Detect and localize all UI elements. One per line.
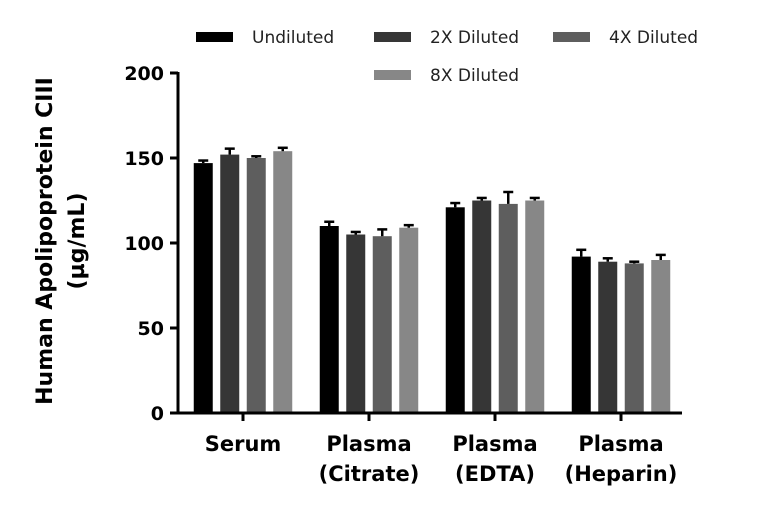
bar <box>624 263 644 413</box>
y-tick-label: 0 <box>151 403 164 425</box>
bar <box>651 260 671 413</box>
legend-swatch <box>196 32 233 42</box>
bars <box>193 146 671 413</box>
legend-swatch <box>374 70 411 80</box>
bar <box>498 203 518 413</box>
y-tick-label: 50 <box>138 318 164 340</box>
bar <box>193 163 213 413</box>
legend-item: 4X Diluted <box>553 28 698 48</box>
bar <box>319 226 339 413</box>
legend-item: 2X Diluted <box>374 28 519 48</box>
bar <box>571 256 591 413</box>
x-tick-label: Plasma (EDTA) <box>452 432 537 486</box>
x-tick-label: Serum <box>205 432 282 456</box>
legend-label: Undiluted <box>252 28 334 48</box>
axes: 0 50 100 150 200 Serum Plasma (Citrate) Plasma (E… <box>124 63 682 486</box>
bar <box>220 154 240 413</box>
bar <box>525 200 545 413</box>
y-axis-label: Human Apolipoprotein CIII (µg/mL) <box>33 77 90 405</box>
bar <box>372 236 392 413</box>
legend-item: Undiluted <box>196 28 334 48</box>
y-tick-label: 100 <box>124 233 164 255</box>
bar <box>399 227 419 413</box>
legend-item: 8X Diluted <box>374 66 519 86</box>
legend: Undiluted 2X Diluted 4X Diluted 8X Diluted <box>196 28 698 86</box>
bar <box>273 151 293 413</box>
x-tick-label: Plasma (Citrate) <box>319 432 420 486</box>
legend-swatch <box>553 32 590 42</box>
bar <box>346 234 366 413</box>
legend-label: 4X Diluted <box>609 28 698 48</box>
y-tick-label: 200 <box>124 63 164 85</box>
y-tick-label: 150 <box>124 148 164 170</box>
bar <box>246 158 266 413</box>
bar <box>598 261 618 413</box>
legend-swatch <box>374 32 411 42</box>
bar <box>472 200 492 413</box>
legend-label: 2X Diluted <box>430 28 519 48</box>
bar <box>445 207 465 413</box>
legend-label: 8X Diluted <box>430 66 519 86</box>
x-tick-label: Plasma (Heparin) <box>565 432 678 486</box>
